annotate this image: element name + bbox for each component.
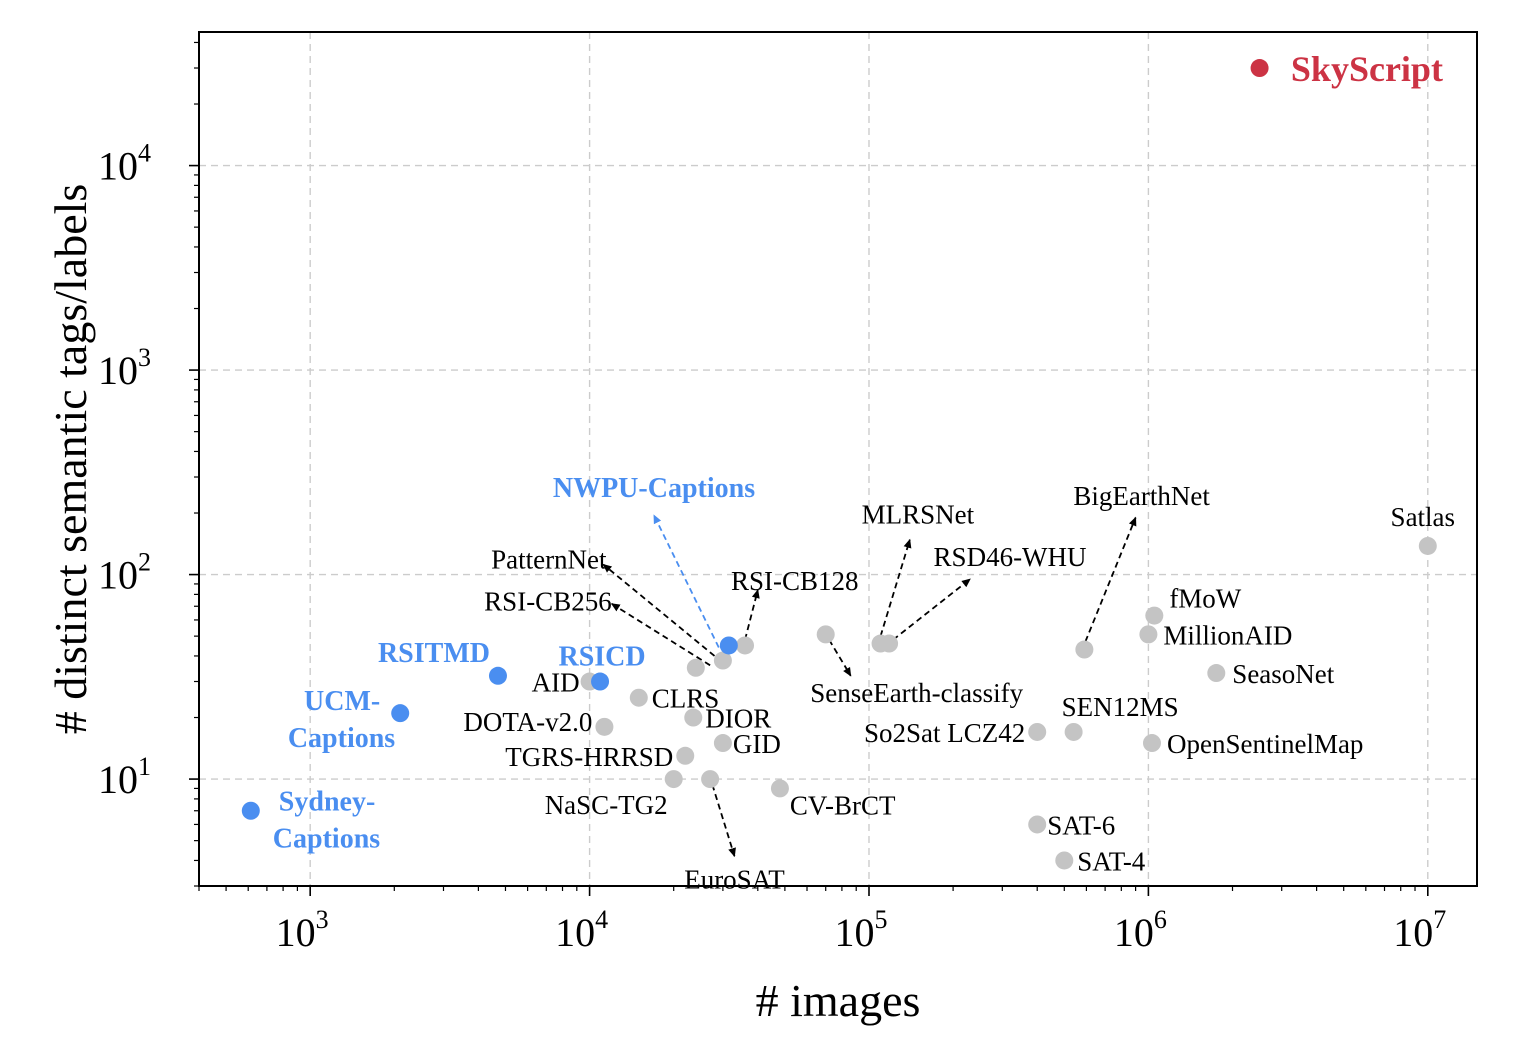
data-label: So2Sat LCZ42 (864, 718, 1025, 748)
data-point-gray (713, 734, 732, 753)
x-tick-label: 107 (1393, 905, 1446, 955)
data-point-gray (1207, 664, 1226, 683)
data-label: BigEarthNet (1073, 481, 1210, 511)
data-point-gray (736, 636, 755, 655)
data-label: UCM- (304, 686, 380, 717)
data-point-gray (1075, 640, 1094, 659)
data-label: SkyScript (1291, 49, 1443, 89)
data-point-gray (1028, 815, 1047, 834)
data-point-gray (1142, 734, 1161, 753)
data-label: GID (733, 729, 781, 759)
data-label: SAT-4 (1077, 846, 1146, 876)
annotation-arrow (1084, 516, 1137, 642)
data-label: SEN12MS (1062, 692, 1179, 722)
data-label: OpenSentinelMap (1167, 729, 1363, 759)
data-label: DOTA-v2.0 (463, 707, 592, 737)
annotation-arrow (711, 784, 736, 858)
data-label: RSITMD (378, 638, 490, 669)
data-label: CV-BrCT (790, 790, 896, 820)
data-label: CLRS (652, 684, 720, 714)
data-point-gray (684, 708, 703, 727)
data-point-blue (391, 704, 410, 723)
data-point-gray (1064, 722, 1083, 741)
data-point-gray (816, 625, 835, 644)
x-tick-label: 106 (1114, 905, 1167, 955)
y-tick-label: 101 (98, 752, 151, 802)
data-label: RSICD (558, 642, 645, 673)
data-label: DIOR (705, 704, 771, 734)
data-point-gray (629, 688, 648, 707)
point-labels: SkyScript Satlas fMoW MillionAID SeasoNet Ope… (273, 49, 1455, 894)
y-tick-label: 103 (98, 343, 151, 393)
y-axis-title: # distinct semantic tags/labels (45, 184, 96, 735)
x-axis-title: # images (756, 975, 921, 1026)
data-point-gray (1055, 851, 1074, 870)
data-label: RSI-CB256 (484, 586, 612, 616)
x-tick-label: 103 (276, 905, 329, 955)
data-point-red (1250, 59, 1269, 78)
annotation-arrow (653, 514, 720, 648)
annotation-arrow (879, 538, 912, 637)
data-point-gray (1139, 625, 1158, 644)
y-tick-label: 104 (98, 139, 151, 189)
data-point-gray (1418, 536, 1437, 555)
data-point-gray (664, 770, 683, 789)
data-label: MillionAID (1163, 620, 1292, 650)
data-point-gray (701, 770, 720, 789)
data-label: SAT-6 (1047, 810, 1115, 840)
data-label: NWPU-Captions (553, 473, 755, 504)
data-point-gray (880, 634, 899, 653)
data-point-gray (713, 651, 732, 670)
data-label: fMoW (1169, 584, 1241, 614)
x-tick-label: 104 (555, 905, 608, 955)
data-label: SeasoNet (1232, 659, 1334, 689)
data-point-blue (591, 672, 610, 691)
annotation-arrow (892, 578, 971, 641)
data-label: RSI-CB128 (731, 566, 859, 596)
data-points (241, 59, 1437, 870)
data-label: PatternNet (491, 545, 607, 575)
data-label: Satlas (1391, 502, 1456, 532)
data-point-gray (686, 658, 705, 677)
data-point-gray (595, 717, 614, 736)
data-point-blue (488, 666, 507, 685)
data-label: MLRSNet (862, 500, 975, 530)
y-tick-label: 102 (98, 548, 151, 598)
data-label: TGRS-HRRSD (505, 742, 673, 772)
annotation-arrow (828, 639, 852, 677)
data-label: EuroSAT (684, 864, 785, 894)
data-point-blue (719, 636, 738, 655)
data-label: Sydney- (279, 787, 375, 818)
data-point-blue (241, 801, 260, 820)
data-label: SenseEarth-classify (810, 678, 1023, 708)
axis-ticks: 103 104 105 106 107 101 102 103 104 (98, 41, 1446, 955)
data-point-gray (1145, 606, 1164, 625)
data-point-gray (676, 746, 695, 765)
data-label: NaSC-TG2 (545, 790, 668, 820)
x-tick-label: 105 (834, 905, 887, 955)
data-label: Captions (288, 723, 395, 754)
data-label: AID (532, 668, 580, 698)
plot-frame (198, 31, 1478, 887)
data-point-gray (770, 779, 789, 798)
annotation-arrows (602, 514, 1137, 858)
annotation-arrow (744, 589, 760, 640)
annotation-arrow (602, 563, 716, 657)
data-label: Captions (273, 824, 380, 855)
data-point-gray (1028, 722, 1047, 741)
data-label: RSD46-WHU (934, 542, 1087, 572)
